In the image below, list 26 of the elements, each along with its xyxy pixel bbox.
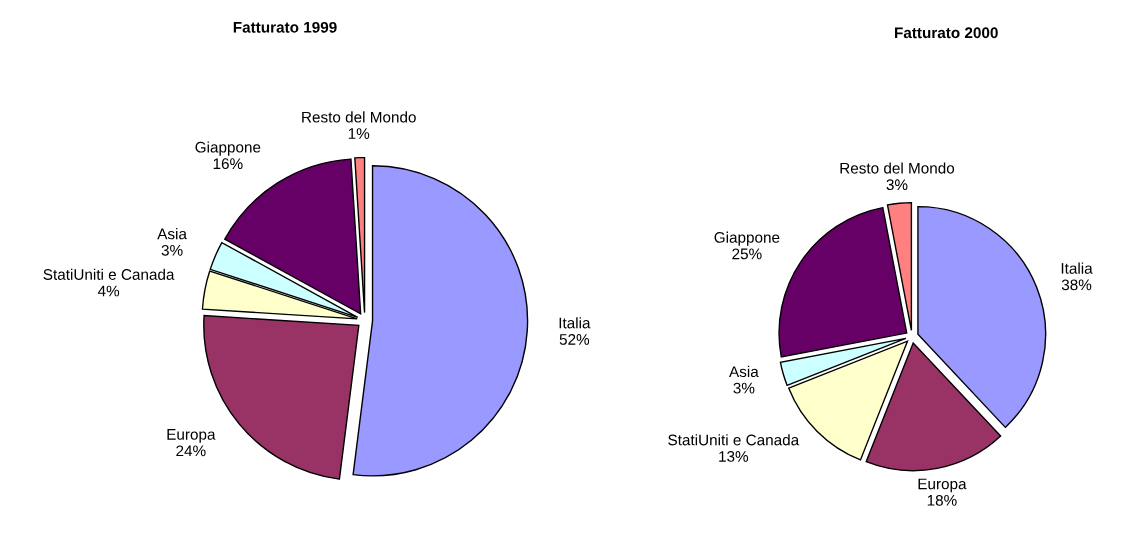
data-label: 52%: [559, 334, 590, 345]
slice-label: StatiUniti e Canada: [668, 434, 800, 446]
slice-label: Resto del Mondo: [302, 111, 416, 123]
slice-label: Giappone: [195, 141, 261, 156]
data-label: 3%: [886, 179, 908, 191]
data-label: 13%: [719, 451, 749, 462]
chart-title: Fatturato 1999: [233, 21, 337, 33]
slice-label: Italia: [559, 317, 591, 329]
data-label: 3%: [161, 244, 183, 256]
slice-label: Italia: [1061, 262, 1093, 274]
slice-label: Europa: [167, 429, 216, 443]
slice-label: Giappone: [714, 231, 780, 246]
data-label: 1%: [348, 128, 370, 139]
data-label: 16%: [213, 158, 243, 170]
slice-label: Resto del Mondo: [840, 162, 955, 174]
data-label: 38%: [1061, 279, 1092, 291]
data-label: 18%: [927, 494, 957, 506]
data-label: 24%: [176, 445, 206, 457]
slice-label: Asia: [729, 365, 759, 378]
slice-label: Asia: [157, 228, 187, 240]
data-label: 4%: [97, 285, 120, 297]
chart-title: Fatturato 2000: [895, 27, 998, 39]
slice-label: Europa: [918, 478, 967, 493]
slice-label: StatiUniti e Canada: [43, 268, 175, 280]
data-label: 3%: [733, 382, 755, 394]
data-label: 25%: [732, 248, 762, 260]
